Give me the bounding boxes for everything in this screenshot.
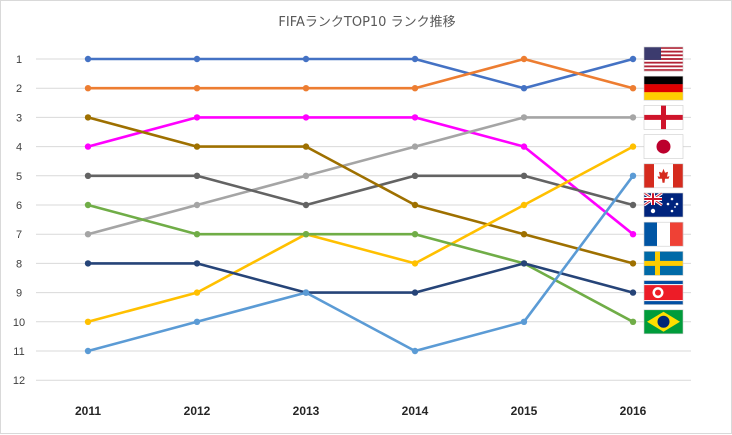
data-point [302, 55, 310, 63]
data-point [629, 55, 637, 63]
data-point [84, 347, 92, 355]
series-line [87, 203, 634, 323]
series-line [87, 175, 635, 353]
data-point [411, 289, 419, 296]
brazil-flag [643, 309, 684, 335]
data-point [629, 289, 637, 296]
data-point [302, 85, 310, 92]
data-point [520, 318, 528, 325]
data-point [411, 260, 419, 267]
data-point [302, 289, 310, 296]
data-point [84, 55, 92, 63]
chart-title: FIFAランクTOP10 ランク推移 [278, 15, 455, 30]
data-point [411, 143, 419, 150]
data-point [84, 85, 92, 92]
data-point [629, 114, 637, 121]
data-point [84, 318, 92, 325]
x-tick-label: 2015 [511, 404, 538, 418]
series-line [87, 116, 634, 236]
data-point [520, 260, 528, 267]
data-point [629, 201, 637, 209]
data-point [411, 85, 419, 92]
series-line [87, 145, 634, 324]
y-tick-label: 1 [16, 54, 22, 66]
x-tick-label: 2011 [75, 404, 101, 418]
sweden-flag [643, 251, 684, 276]
x-tick-label: 2013 [293, 404, 320, 418]
germany-flag [643, 75, 684, 101]
data-point [411, 201, 419, 209]
data-point [520, 172, 528, 179]
data-point [302, 114, 310, 121]
series-line [87, 116, 633, 236]
data-point [411, 347, 419, 355]
data-point [411, 172, 419, 179]
data-point [193, 201, 201, 209]
data-point [193, 85, 201, 92]
y-tick-label: 3 [16, 112, 22, 124]
data-point [193, 114, 201, 121]
australia-flag [643, 191, 684, 218]
data-point [193, 231, 201, 238]
y-tick-label: 4 [16, 142, 22, 154]
japan-flag [643, 134, 684, 159]
data-point [84, 260, 92, 267]
england-flag [643, 105, 684, 130]
y-tick-label: 6 [16, 200, 22, 212]
data-point [629, 172, 637, 179]
y-tick-label: 11 [13, 346, 24, 358]
data-point [520, 55, 528, 63]
x-tick-label: 2012 [184, 404, 211, 418]
data-point [302, 201, 310, 209]
data-point [411, 55, 419, 63]
series-line [88, 174, 634, 207]
data-point [520, 201, 528, 209]
canada-flag [643, 163, 684, 189]
y-tick-label: 5 [16, 171, 22, 183]
data-point [520, 114, 528, 121]
data-point [629, 260, 637, 267]
data-point [629, 143, 637, 150]
y-tick-label: 10 [13, 317, 25, 329]
data-point [84, 114, 92, 121]
x-tick-label: 2016 [620, 404, 647, 418]
north-korea-flag [643, 280, 684, 305]
y-tick-label: 9 [16, 288, 22, 300]
data-point [84, 231, 92, 238]
data-point [302, 231, 310, 238]
data-point [84, 172, 92, 179]
y-tick-label: 8 [16, 258, 22, 270]
data-point [629, 85, 637, 92]
data-point [193, 318, 201, 325]
data-point [302, 143, 310, 150]
data-point [411, 114, 419, 121]
series-line [87, 116, 634, 265]
series-line [88, 57, 634, 90]
data-point [193, 172, 201, 179]
data-point [520, 143, 528, 150]
usa-flag [643, 46, 684, 72]
data-point [193, 260, 201, 267]
data-point [193, 55, 201, 63]
series-line [88, 57, 634, 90]
series-line [88, 262, 634, 294]
data-point [520, 231, 528, 238]
data-point [520, 85, 528, 92]
data-point [629, 231, 637, 238]
data-point [302, 172, 310, 179]
data-point [84, 143, 92, 150]
x-tick-label: 2014 [402, 404, 429, 418]
y-tick-label: 2 [16, 83, 22, 95]
france-flag [643, 221, 684, 247]
data-point [84, 201, 92, 209]
data-point [193, 143, 201, 150]
data-point [411, 231, 419, 238]
data-point [629, 318, 637, 325]
y-tick-label: 12 [13, 375, 25, 387]
y-tick-label: 7 [16, 229, 22, 241]
data-point [193, 289, 201, 296]
